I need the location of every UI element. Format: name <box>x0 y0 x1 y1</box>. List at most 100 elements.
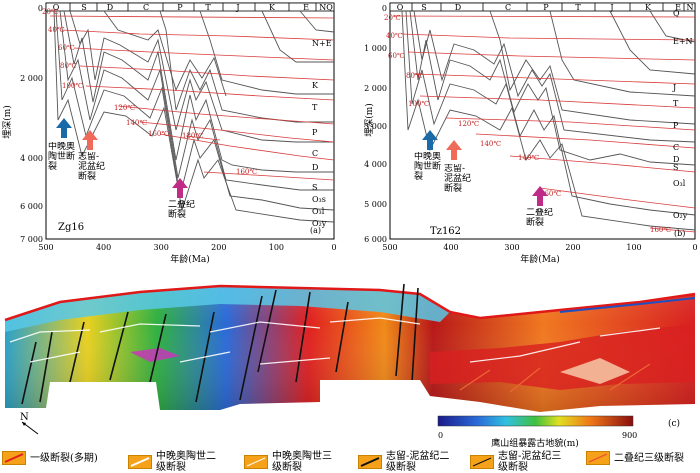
strata-label: T <box>312 103 318 112</box>
arrow-purple-icon <box>172 178 188 198</box>
panel-tag: (a) <box>310 226 321 235</box>
arrow-blue-icon <box>56 118 72 138</box>
era-label: J <box>609 3 613 12</box>
age-tick-label: 400 <box>96 243 111 252</box>
depth-tick-label: 2 000 <box>20 74 43 83</box>
depth-tick-label: 3 000 <box>364 122 387 131</box>
era-label: J <box>235 3 239 12</box>
isotherm-label: 40℃ <box>48 26 65 34</box>
era-label: D <box>107 3 113 12</box>
panel-tag: (c) <box>668 418 680 429</box>
strata-label: S <box>312 183 317 192</box>
arrow-purple-label: 二叠纪断裂 <box>168 200 196 220</box>
strata-label: O₃l <box>673 179 686 188</box>
colorbar-title: 鹰山组暴露古地貌(m) <box>491 437 579 448</box>
legend-item: 中晚奥陶世三级断裂 <box>244 451 338 473</box>
era-label: S <box>81 3 86 12</box>
era-label: O <box>53 3 60 12</box>
age-tick-label: 300 <box>504 243 519 252</box>
fault-swatch-icon <box>470 455 494 469</box>
colorbar-min: 0 <box>438 431 443 440</box>
panel-tag: (b) <box>674 229 685 238</box>
north-label: N <box>20 412 29 423</box>
depth-tick-label: 7 000 <box>20 235 43 244</box>
y-axis-label: 埋深(m) <box>364 103 375 137</box>
era-label: T <box>575 3 581 12</box>
arrow-blue-label: 中晚奥陶世断裂 <box>48 142 76 172</box>
legend-label: 二叠纪三级断裂 <box>614 452 684 464</box>
depth-tick-label: 6 000 <box>20 202 43 211</box>
burial-history-chart-a: O S D C P T J K E NQ 20℃40℃60℃80℃100℃120℃140℃160℃… <box>2 2 337 265</box>
arrow-purple-label: 二叠纪断裂 <box>526 208 554 228</box>
era-label: N <box>687 3 694 12</box>
fault-swatch-icon <box>244 455 268 469</box>
isotherm-label: 80℃ <box>60 62 77 70</box>
strata-label: O₂y <box>312 219 327 228</box>
strata-label: C <box>312 149 318 158</box>
strata-label: O₃s <box>312 195 326 204</box>
y-axis-label: 埋深(m) <box>2 105 13 139</box>
isotherm-label: 60℃ <box>58 44 75 52</box>
strata-label: D <box>673 155 679 164</box>
fault-swatch-icon <box>586 451 610 465</box>
isotherm-label: 160℃ <box>540 190 561 198</box>
strata-label: P <box>673 121 679 130</box>
era-label: T <box>205 3 211 12</box>
arrow-blue-icon <box>422 130 438 150</box>
fault-swatch-icon <box>128 455 152 469</box>
era-label: O <box>397 3 404 12</box>
legend-item: 志留-泥盆纪二级断裂 <box>358 451 452 473</box>
strata-label: J <box>672 83 676 92</box>
legend-label: 中晚奥陶世三级断裂 <box>272 451 332 473</box>
legend-label: 中晚奥陶世二级断裂 <box>156 451 216 473</box>
strata-label: O₃l <box>312 207 325 216</box>
strata-label: O₂y <box>673 211 688 220</box>
arrow-red-icon <box>82 130 98 150</box>
isotherm-label: 60℃ <box>388 52 405 60</box>
isotherm-label: 160℃ <box>236 168 257 176</box>
north-arrow-icon <box>21 421 39 435</box>
depth-tick-label: 4 000 <box>364 160 387 169</box>
legend-item: 一级断裂(多期) <box>2 451 98 465</box>
age-tick-label: 500 <box>382 243 397 252</box>
era-label: NQ <box>319 3 333 12</box>
era-label: E <box>675 3 681 12</box>
era-label: K <box>645 3 652 12</box>
depth-tick-label: 1 000 <box>364 44 387 53</box>
isotherm-label: 140℃ <box>480 140 501 148</box>
well-label: Tz162 <box>430 226 461 237</box>
strata-label: N+E <box>312 39 332 48</box>
arrow-red-label: 志留-泥盆纪断裂 <box>78 152 106 182</box>
strata-label: T <box>673 99 679 108</box>
strata-label: Q <box>673 9 680 18</box>
paleogeomorphology-section: N 0 900 鹰山组暴露古地貌(m) (c) <box>4 283 696 448</box>
depth-tick-label: 6 000 <box>364 235 387 244</box>
depth-tick-label: 2 000 <box>364 84 387 93</box>
isotherm-label: 120℃ <box>458 120 479 128</box>
era-label: C <box>143 3 149 12</box>
legend-item: 志留-泥盆纪三级断裂 <box>470 451 564 473</box>
age-tick-label: 200 <box>211 243 226 252</box>
arrow-red-label: 志留-泥盆纪断裂 <box>444 164 472 194</box>
age-tick-label: 200 <box>565 243 580 252</box>
legend-label: 志留-泥盆纪二级断裂 <box>386 451 450 473</box>
age-tick-label: 400 <box>443 243 458 252</box>
strata-label: K <box>312 81 319 90</box>
isotherm-label: 140℃ <box>518 154 539 162</box>
well-label: Zg16 <box>58 222 84 233</box>
depth-tick-label: 4 000 <box>20 154 43 163</box>
era-label: P <box>177 3 183 12</box>
isotherm-label: 100℃ <box>62 82 83 90</box>
depth-tick-label: 5 000 <box>364 200 387 209</box>
isotherm-label: 100℃ <box>408 100 429 108</box>
era-label: E <box>303 3 309 12</box>
arrow-red-icon <box>446 140 462 160</box>
x-axis-label: 年龄(Ma) <box>170 253 210 265</box>
age-tick-label: 0 <box>331 243 336 252</box>
strata-label: S <box>673 163 678 172</box>
arrow-blue-label: 中晚奥陶世断裂 <box>414 152 442 182</box>
strata-label: P <box>312 128 318 137</box>
isotherm-label: 20℃ <box>42 8 59 16</box>
age-tick-label: 100 <box>269 243 284 252</box>
depth-tick-label: 0 <box>382 4 387 13</box>
